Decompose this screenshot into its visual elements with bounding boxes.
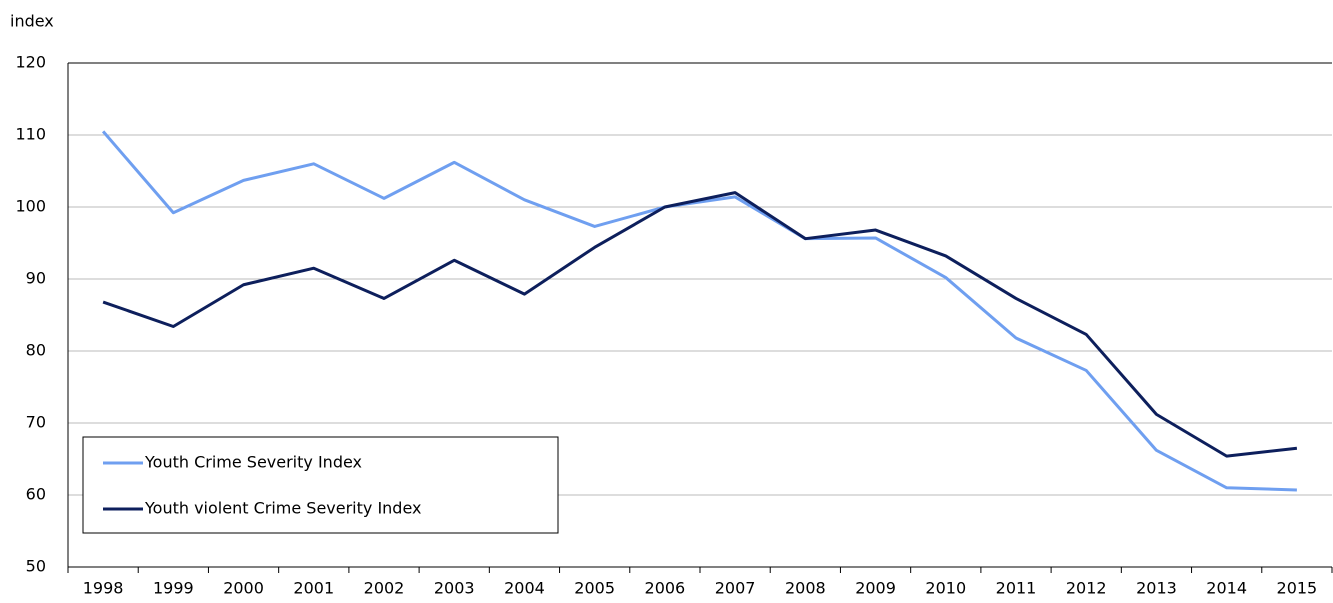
y-tick-label: 110 — [15, 125, 46, 144]
y-tick-label: 100 — [15, 197, 46, 216]
x-tick-label: 2006 — [645, 579, 686, 598]
y-tick-label: 80 — [26, 341, 46, 360]
x-tick-label: 2003 — [434, 579, 475, 598]
x-tick-label: 2005 — [574, 579, 615, 598]
legend-box — [82, 436, 559, 534]
x-tick-label: 2011 — [996, 579, 1037, 598]
x-tick-label: 2010 — [925, 579, 966, 598]
x-tick-label: 2009 — [855, 579, 896, 598]
x-tick-label: 2013 — [1136, 579, 1177, 598]
y-tick-label: 120 — [15, 53, 46, 72]
legend-label: Youth violent Crime Severity Index — [144, 499, 422, 518]
y-tick-label: 50 — [26, 557, 46, 576]
series-line — [101, 130, 1297, 492]
y-tick-label: 70 — [26, 413, 46, 432]
series-line — [102, 191, 1298, 458]
x-tick-label: 2007 — [715, 579, 756, 598]
x-tick-label: 2015 — [1277, 579, 1318, 598]
x-tick-label: 1999 — [153, 579, 194, 598]
x-tick-label: 2002 — [364, 579, 405, 598]
x-tick-label: 2012 — [1066, 579, 1107, 598]
y-tick-label: 60 — [26, 485, 46, 504]
x-tick-label: 2001 — [293, 579, 334, 598]
y-tick-label: 90 — [26, 269, 46, 288]
x-tick-label: 2014 — [1206, 579, 1247, 598]
y-axis-label: index — [10, 12, 54, 31]
x-tick-label: 2000 — [223, 579, 264, 598]
x-tick-label: 2008 — [785, 579, 826, 598]
x-tick-label: 1998 — [83, 579, 124, 598]
x-tick-label: 2004 — [504, 579, 545, 598]
legend-label: Youth Crime Severity Index — [144, 453, 362, 472]
